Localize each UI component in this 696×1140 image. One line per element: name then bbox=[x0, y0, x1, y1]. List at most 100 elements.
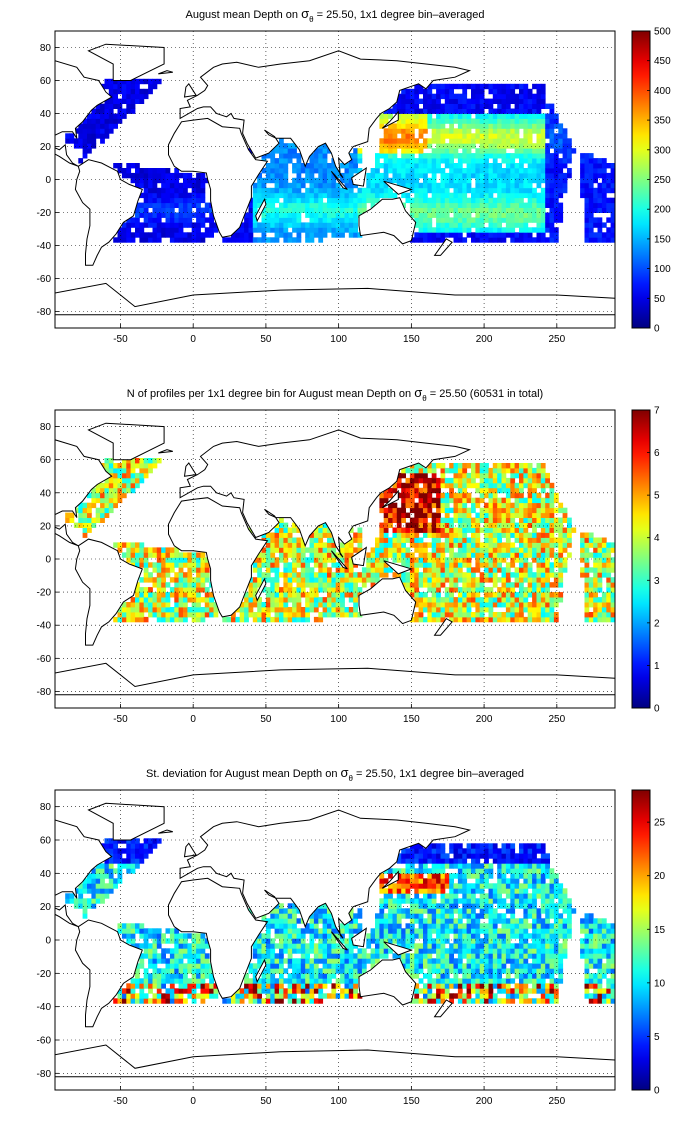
heatmap-cell bbox=[492, 128, 498, 134]
heatmap-cell bbox=[191, 182, 197, 189]
heatmap-cell bbox=[204, 943, 210, 949]
heatmap-cell bbox=[283, 978, 289, 984]
heatmap-cell bbox=[505, 507, 511, 514]
heatmap-cell bbox=[584, 153, 590, 159]
heatmap-cell bbox=[462, 463, 468, 469]
heatmap-cell bbox=[152, 928, 158, 934]
heatmap-cell bbox=[462, 118, 468, 124]
heatmap-cell bbox=[204, 958, 210, 964]
heatmap-cell bbox=[187, 177, 193, 184]
heatmap-cell bbox=[593, 572, 598, 578]
heatmap-cell bbox=[257, 202, 262, 208]
heatmap-cell bbox=[383, 507, 389, 514]
heatmap-cell bbox=[523, 512, 529, 518]
heatmap-cell bbox=[497, 172, 502, 179]
heatmap-cell bbox=[148, 597, 153, 603]
heatmap-cell bbox=[545, 616, 550, 623]
heatmap-cell bbox=[519, 158, 524, 164]
heatmap-cell bbox=[69, 133, 75, 139]
heatmap-cell bbox=[104, 463, 110, 469]
heatmap-cell bbox=[536, 562, 542, 568]
x-tick-label: 100 bbox=[330, 334, 347, 345]
heatmap-cell bbox=[279, 948, 284, 954]
heatmap-cell bbox=[497, 108, 502, 114]
heatmap-cell bbox=[265, 958, 271, 964]
heatmap-cell bbox=[466, 597, 472, 603]
heatmap-cell bbox=[492, 602, 498, 608]
heatmap-cell bbox=[335, 933, 341, 939]
heatmap-cell bbox=[174, 212, 180, 218]
heatmap-cell bbox=[488, 522, 494, 528]
heatmap-cell bbox=[287, 547, 293, 553]
heatmap-cell bbox=[588, 168, 594, 174]
heatmap-cell bbox=[545, 502, 550, 509]
heatmap-cell bbox=[505, 512, 511, 518]
heatmap-cell bbox=[296, 562, 302, 568]
heatmap-cell bbox=[497, 612, 502, 618]
heatmap-cell bbox=[283, 968, 289, 974]
heatmap-cell bbox=[479, 98, 485, 104]
heatmap-cell bbox=[497, 177, 502, 184]
heatmap-cell bbox=[549, 227, 555, 233]
heatmap-cell bbox=[562, 138, 568, 144]
heatmap-cell bbox=[527, 88, 533, 95]
heatmap-cell bbox=[553, 612, 559, 618]
heatmap-cell bbox=[505, 502, 511, 509]
heatmap-cell bbox=[130, 217, 136, 223]
heatmap-cell bbox=[287, 607, 293, 613]
heatmap-cell bbox=[584, 577, 590, 583]
heatmap-cell bbox=[606, 557, 612, 563]
heatmap-cell bbox=[471, 222, 476, 228]
heatmap-cell bbox=[287, 562, 293, 568]
heatmap-cell bbox=[265, 918, 271, 924]
heatmap-cell bbox=[248, 217, 254, 223]
heatmap-cell bbox=[497, 187, 502, 194]
coastline bbox=[358, 197, 417, 245]
heatmap-cell bbox=[523, 88, 529, 95]
heatmap-cell bbox=[471, 502, 476, 509]
heatmap-cell bbox=[130, 848, 136, 854]
heatmap-cell bbox=[510, 237, 516, 243]
heatmap-cell bbox=[274, 143, 280, 149]
heatmap-cell bbox=[287, 182, 293, 189]
heatmap-cell bbox=[191, 577, 197, 583]
heatmap-cell bbox=[161, 998, 166, 1004]
heatmap-cell bbox=[593, 207, 598, 213]
heatmap-cell bbox=[148, 838, 153, 844]
heatmap-cell bbox=[222, 237, 228, 243]
heatmap-cell bbox=[527, 507, 533, 514]
heatmap-cell bbox=[532, 197, 537, 204]
heatmap-cell bbox=[497, 98, 502, 104]
heatmap-cell bbox=[100, 118, 105, 124]
heatmap-cell bbox=[69, 517, 75, 523]
heatmap-cell bbox=[519, 187, 524, 194]
heatmap-cell bbox=[261, 968, 267, 974]
heatmap-cell bbox=[270, 587, 276, 593]
heatmap-cell bbox=[396, 482, 402, 489]
heatmap-cell bbox=[135, 163, 140, 169]
heatmap-cell bbox=[514, 113, 520, 119]
heatmap-cell bbox=[423, 207, 428, 213]
heatmap-cell bbox=[279, 958, 284, 964]
heatmap-cell bbox=[95, 873, 101, 879]
heatmap-cell bbox=[601, 187, 607, 194]
heatmap-cell bbox=[200, 993, 206, 999]
heatmap-cell bbox=[252, 227, 258, 233]
heatmap-cell bbox=[558, 212, 564, 218]
heatmap-cell bbox=[148, 197, 153, 204]
heatmap-cell bbox=[453, 512, 459, 518]
heatmap-cell bbox=[348, 542, 354, 548]
heatmap-cell bbox=[409, 202, 415, 208]
heatmap-cell bbox=[322, 928, 328, 934]
heatmap-cell bbox=[462, 487, 468, 494]
heatmap-cell bbox=[536, 207, 542, 213]
heatmap-cell bbox=[261, 607, 267, 613]
heatmap-cell bbox=[580, 168, 585, 174]
heatmap-cell bbox=[510, 123, 516, 129]
heatmap-cell bbox=[309, 547, 315, 553]
heatmap-cell bbox=[305, 197, 310, 204]
heatmap-cell bbox=[152, 953, 158, 959]
heatmap-cell bbox=[135, 93, 140, 100]
heatmap-cell bbox=[423, 497, 428, 504]
heatmap-cell bbox=[523, 477, 529, 484]
